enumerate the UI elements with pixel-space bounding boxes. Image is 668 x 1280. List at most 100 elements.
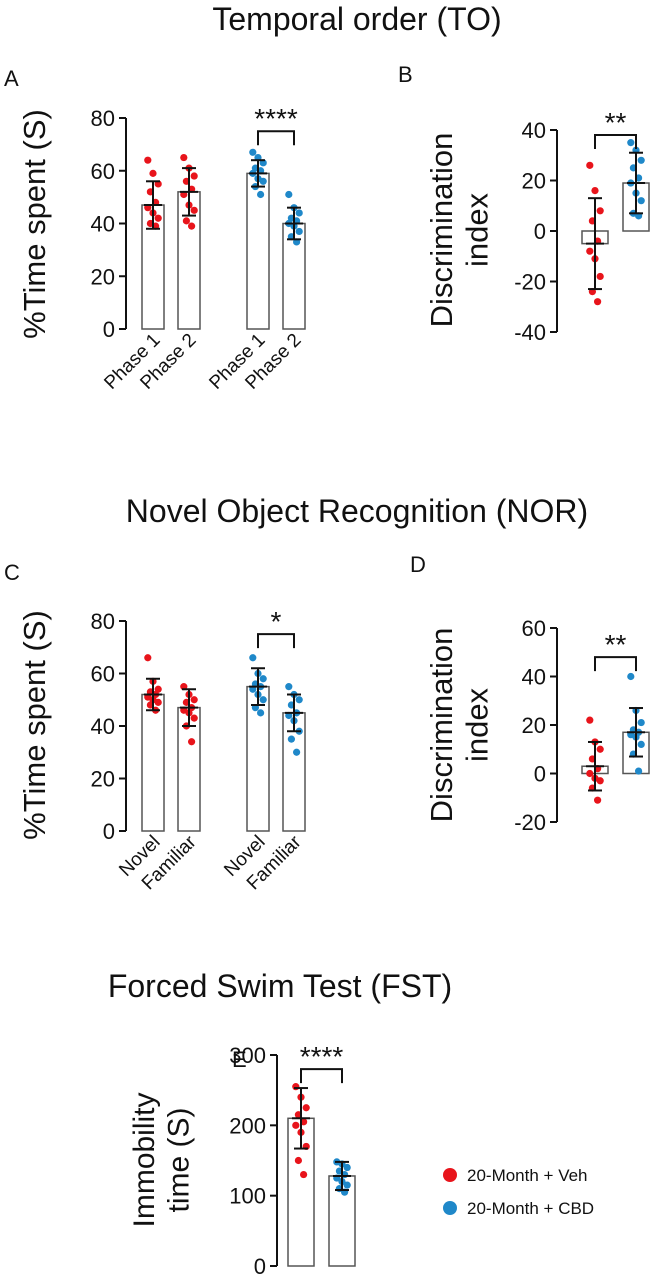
- y-tick-label: 300: [229, 1043, 266, 1068]
- data-point: [190, 714, 198, 722]
- y-tick-label: 0: [103, 317, 115, 342]
- data-point: [627, 672, 635, 681]
- bar-group: [246, 148, 270, 330]
- y-axis-label: %Time spent (S): [17, 109, 52, 339]
- data-point: [188, 738, 196, 746]
- bar-group: [282, 683, 306, 832]
- bar-group: [287, 1083, 315, 1267]
- significance-label: **: [605, 629, 627, 660]
- bar: [328, 1175, 356, 1267]
- bar-group: [581, 161, 609, 306]
- data-point: [259, 675, 267, 683]
- panel-d: D -20 0 20 40 60 Discriminationindex **: [410, 552, 650, 835]
- data-point: [144, 156, 152, 164]
- legend-marker-cbd: [443, 1201, 457, 1215]
- y-tick-label: 20: [522, 169, 546, 194]
- panel-letter: E: [232, 1047, 247, 1072]
- data-point: [586, 161, 594, 169]
- data-point: [637, 197, 645, 205]
- significance-label: ****: [254, 103, 298, 134]
- data-point: [343, 1181, 351, 1189]
- y-tick-label: 20: [91, 767, 115, 792]
- significance-label: ****: [300, 1041, 344, 1072]
- bar-group: [622, 139, 650, 232]
- data-point: [285, 683, 293, 691]
- y-tick-label: 60: [91, 159, 115, 184]
- data-point: [594, 298, 602, 306]
- data-point: [259, 696, 267, 704]
- y-tick-label: -20: [514, 270, 546, 295]
- bar: [141, 693, 165, 832]
- data-point: [637, 740, 645, 749]
- y-axis-label: %Time spent (S): [17, 610, 52, 840]
- y-tick-label: 20: [522, 713, 546, 738]
- data-point: [596, 745, 604, 753]
- panel-b: B -40 -20 0 20 40 Discriminationindex **: [398, 62, 650, 345]
- panel-letter: D: [410, 552, 426, 577]
- y-tick-label: 60: [522, 616, 546, 641]
- legend-label-veh: 20-Month + Veh: [467, 1166, 588, 1185]
- title-temporal-order: Temporal order (TO): [212, 1, 501, 37]
- y-tick-label: -20: [514, 810, 546, 835]
- data-point: [257, 190, 265, 199]
- data-point: [586, 247, 594, 255]
- data-point: [190, 206, 198, 214]
- panel-e: E 0 100 200 300 Immobilitytime (S) ****: [128, 1041, 356, 1279]
- bar-group: [282, 190, 306, 330]
- data-point: [637, 156, 645, 164]
- panel-letter: A: [4, 66, 19, 91]
- data-point: [180, 153, 188, 162]
- legend-item-cbd: 20-Month + CBD: [443, 1199, 594, 1218]
- data-point: [295, 696, 303, 704]
- data-point: [144, 654, 152, 662]
- data-point: [596, 207, 604, 215]
- data-point: [586, 716, 594, 724]
- panel-letter: B: [398, 62, 413, 87]
- bar-group: [622, 672, 650, 775]
- data-point: [154, 698, 162, 706]
- title-novel-object-recognition: Novel Object Recognition (NOR): [126, 493, 588, 529]
- y-axis-label: Discriminationindex: [424, 628, 495, 823]
- data-point: [259, 177, 267, 185]
- data-point: [293, 748, 301, 756]
- y-tick-label: 60: [91, 662, 115, 687]
- significance-label: **: [605, 107, 627, 138]
- data-point: [596, 777, 604, 785]
- y-tick-label: -40: [514, 320, 546, 345]
- legend-marker-veh: [443, 1168, 457, 1182]
- y-tick-label: 40: [91, 714, 115, 739]
- y-tick-label: 80: [91, 609, 115, 634]
- data-point: [343, 1163, 351, 1172]
- y-tick-label: 40: [522, 118, 546, 143]
- data-point: [154, 214, 162, 222]
- data-point: [149, 169, 157, 177]
- data-point: [586, 769, 594, 778]
- y-axis-label: Discriminationindex: [424, 133, 495, 328]
- title-forced-swim-test: Forced Swim Test (FST): [108, 968, 452, 1004]
- significance-bracket: [594, 656, 637, 672]
- data-point: [182, 217, 190, 225]
- y-tick-label: 20: [91, 264, 115, 289]
- data-point: [591, 187, 599, 195]
- bar-group: [246, 654, 270, 832]
- y-tick-label: 200: [229, 1113, 266, 1138]
- bar-group: [177, 683, 201, 832]
- bar-group: [177, 153, 201, 330]
- y-tick-label: 80: [91, 106, 115, 131]
- significance-bracket: [257, 633, 295, 649]
- bar-group: [328, 1158, 356, 1267]
- significance-bracket: [300, 1068, 343, 1084]
- data-point: [627, 139, 635, 147]
- y-tick-label: 100: [229, 1184, 266, 1209]
- bar-group: [141, 156, 165, 330]
- y-axis-label: Immobilitytime (S): [128, 1092, 196, 1227]
- data-point: [300, 1170, 308, 1179]
- y-tick-label: 0: [103, 819, 115, 844]
- data-point: [285, 190, 293, 199]
- data-point: [635, 767, 643, 775]
- data-point: [637, 718, 645, 727]
- significance-label: *: [271, 606, 282, 637]
